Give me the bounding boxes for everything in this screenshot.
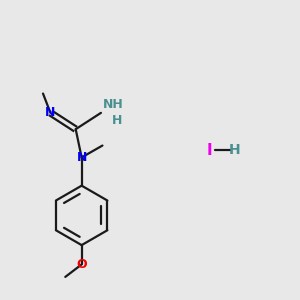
Text: N: N [45, 106, 56, 119]
Text: I: I [207, 142, 212, 158]
Text: N: N [76, 151, 87, 164]
Text: H: H [112, 114, 123, 127]
Text: H: H [229, 143, 241, 157]
Text: O: O [76, 258, 87, 271]
Text: NH: NH [102, 98, 123, 111]
